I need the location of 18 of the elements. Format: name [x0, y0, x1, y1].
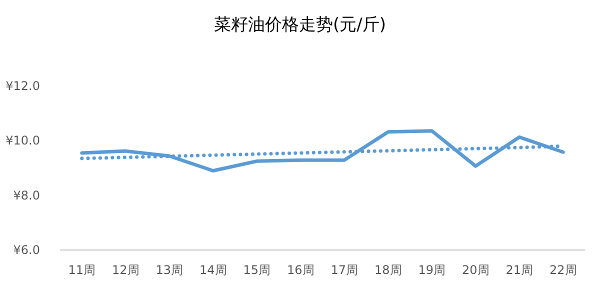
chart-title: 菜籽油价格走势(元/斤) [214, 15, 386, 35]
x-tick-label: 14周 [199, 263, 227, 277]
y-tick-label: ¥6.0 [13, 243, 40, 257]
y-tick-label: ¥10.0 [6, 134, 40, 148]
x-tick-label: 21周 [506, 263, 534, 277]
x-tick-label: 15周 [243, 263, 271, 277]
x-tick-label: 19周 [418, 263, 446, 277]
x-tick-label: 16周 [286, 263, 314, 277]
line-series [80, 129, 565, 172]
x-tick-label: 20周 [462, 263, 490, 277]
y-tick-label: ¥8.0 [13, 188, 40, 202]
x-tick-label: 11周 [68, 263, 96, 277]
x-tick-label: 12周 [112, 263, 140, 277]
x-tick-label: 17周 [330, 263, 358, 277]
x-tick-label: 22周 [549, 263, 577, 277]
x-tick-label: 18周 [374, 263, 402, 277]
x-tick-label: 13周 [156, 263, 184, 277]
y-tick-label: ¥12.0 [6, 79, 40, 93]
